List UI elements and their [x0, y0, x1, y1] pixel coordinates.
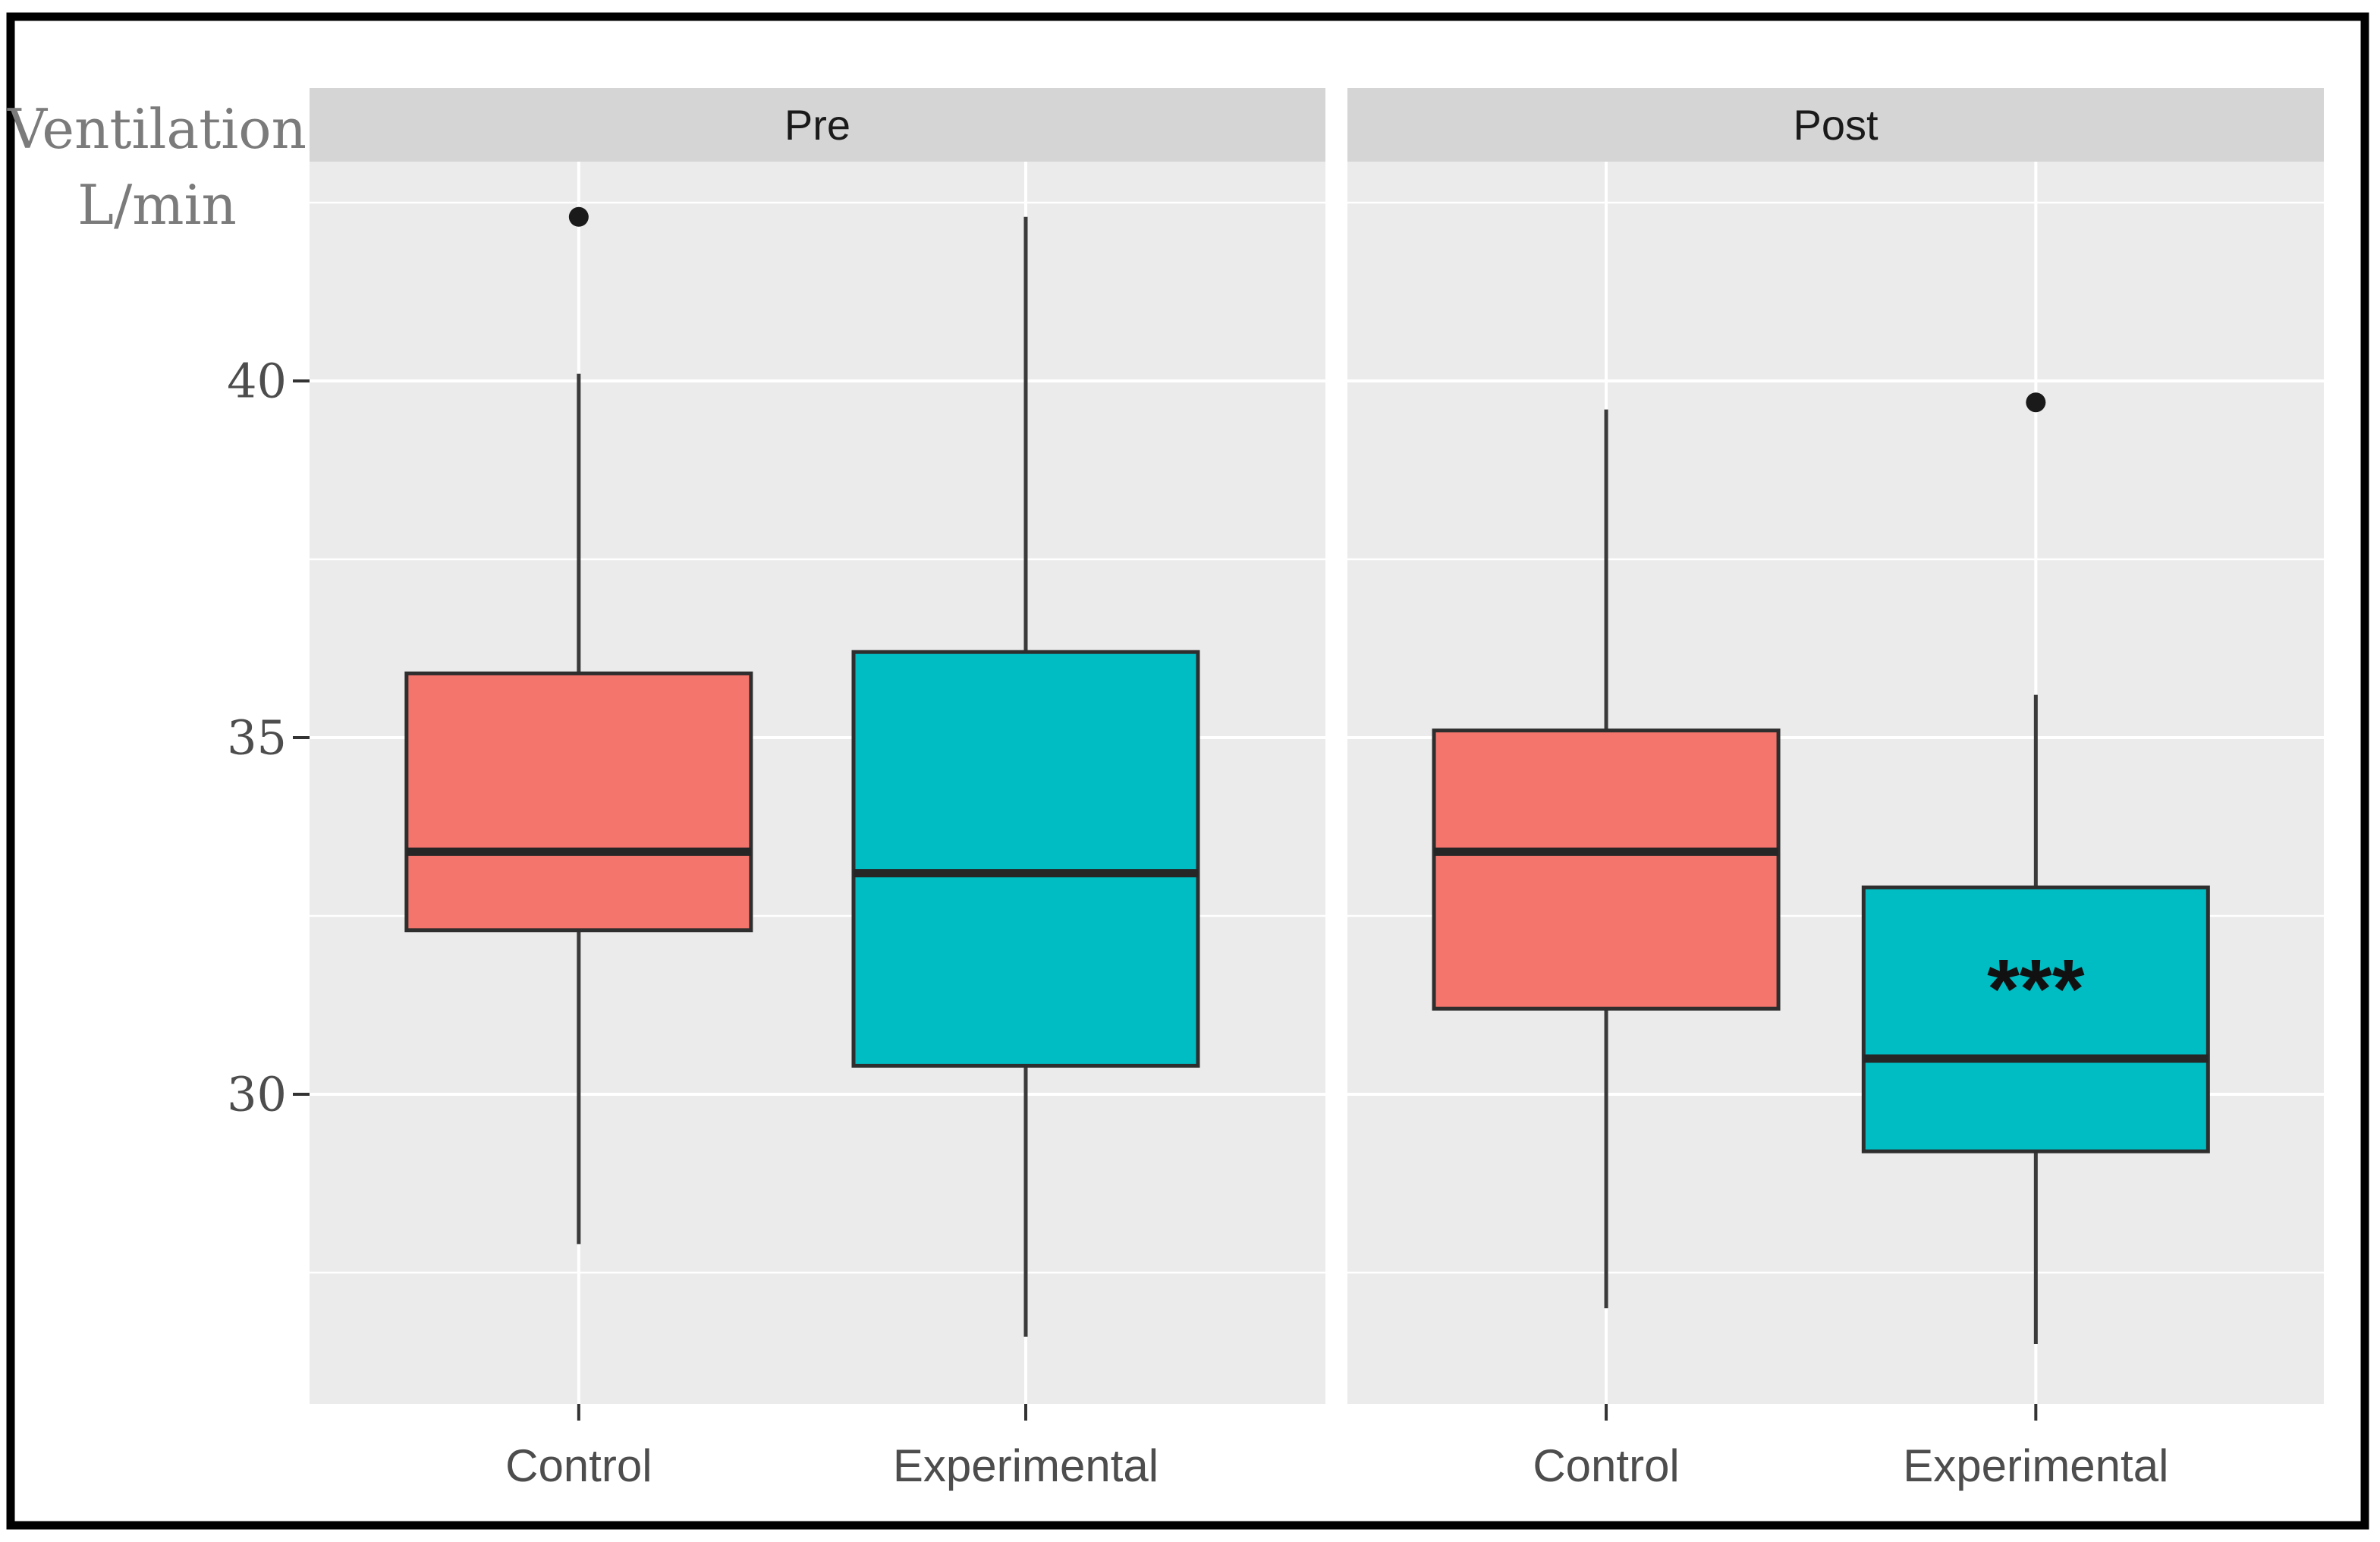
- y-axis-tick-label: 40: [227, 354, 287, 409]
- significance-annotation: ***: [1987, 943, 2085, 1036]
- x-axis-label: Control: [505, 1440, 652, 1491]
- y-axis-title-line: L/min: [77, 173, 237, 237]
- y-axis-title-line: Ventilation: [7, 97, 307, 161]
- x-axis-label: Experimental: [1903, 1440, 2168, 1491]
- x-axis-label: Control: [1533, 1440, 1679, 1491]
- box-iqr: [1861, 885, 2210, 1153]
- box-iqr: [1432, 729, 1781, 1011]
- box-iqr: [851, 650, 1200, 1068]
- x-axis-label: Experimental: [893, 1440, 1159, 1491]
- boxplot-pre-experimental: [851, 216, 1200, 1337]
- box-iqr: [404, 671, 753, 933]
- facet-strip: [1347, 88, 2324, 162]
- boxplot-post-experimental: ***: [1861, 392, 2210, 1344]
- facet-strip-label: Pre: [784, 101, 850, 149]
- outlier-point: [2026, 392, 2046, 413]
- facet-strip: [310, 88, 1325, 162]
- outlier-point: [568, 206, 589, 227]
- y-axis-tick-label: 30: [227, 1067, 287, 1122]
- figure-border: [6, 12, 2369, 1530]
- facet-post: Post Control *** Experimental: [1347, 88, 2324, 1491]
- facet-strip-label: Post: [1793, 101, 1878, 149]
- facet-pre: Pre Control Experimental: [310, 88, 1325, 1491]
- boxplot-pre-control: [404, 206, 753, 1245]
- boxplot-post-control: [1432, 409, 1781, 1308]
- y-axis-tick-label: 35: [227, 710, 287, 766]
